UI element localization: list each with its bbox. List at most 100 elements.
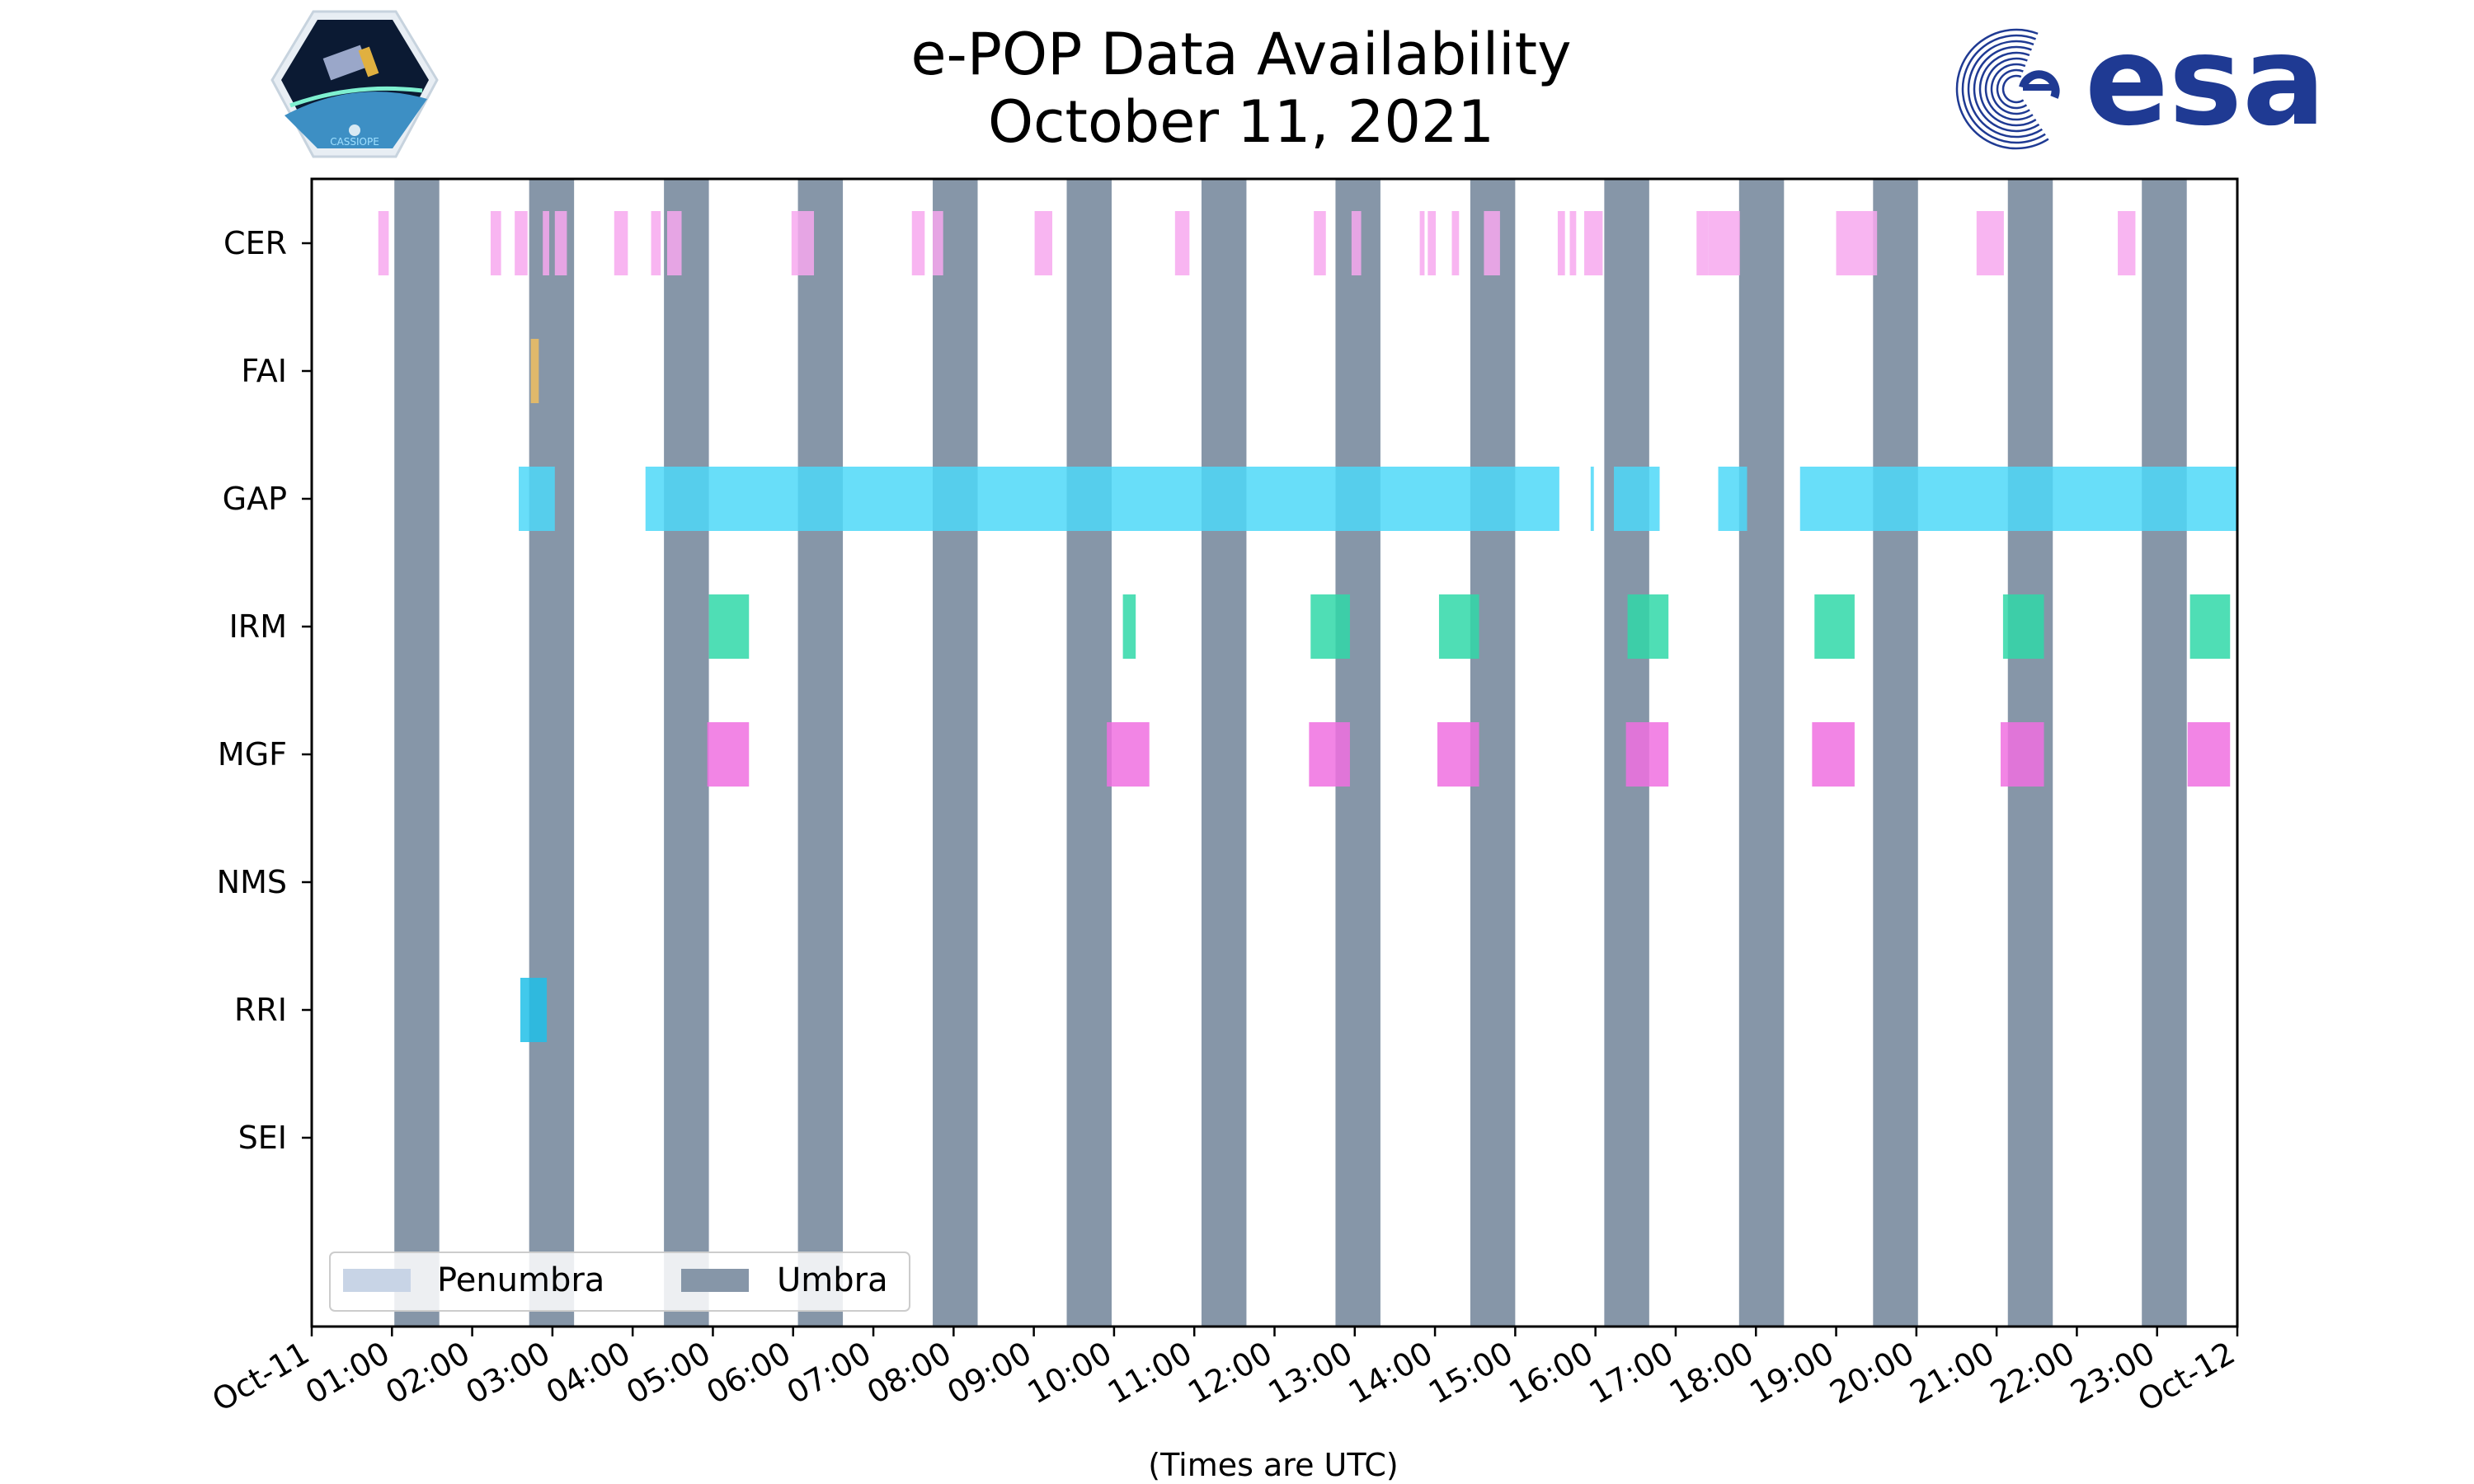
legend-box [329, 1252, 910, 1312]
esa-swirl-arc [1996, 68, 2028, 110]
x-tick-label: 04:00 [540, 1335, 637, 1411]
data-bar-irm [1122, 594, 1136, 659]
data-bar-cer [554, 211, 567, 275]
data-bar-irm [1310, 594, 1350, 659]
data-bar-cer [1836, 211, 1878, 275]
data-bar-cer [933, 211, 943, 275]
legend-label-umbra: Umbra [777, 1261, 888, 1299]
esa-logo-text: esa [2085, 10, 2326, 153]
data-bar-cer [1708, 211, 1740, 275]
data-bar-cer [1034, 211, 1053, 275]
data-bar-cer [1976, 211, 2004, 275]
umbra-bands [394, 179, 2187, 1327]
data-bar-mgf [2187, 722, 2231, 787]
umbra-band [933, 179, 978, 1327]
x-tick-label: Oct-11 [206, 1335, 316, 1419]
data-bar-cer [667, 211, 682, 275]
umbra-band [394, 179, 440, 1327]
data-bar-cer [378, 211, 389, 275]
esa-swirl-arc [1955, 28, 2049, 150]
x-tick-label: 09:00 [941, 1335, 1037, 1411]
data-bar-mgf [1812, 722, 1855, 787]
data-bar-irm [708, 594, 750, 659]
data-bar-cer [1451, 211, 1460, 275]
umbra-band [1201, 179, 1247, 1327]
cassiope-logo-text: CASSIOPE [330, 136, 379, 148]
plot-frame [310, 177, 2239, 1328]
esa-swirl-arc [1961, 34, 2046, 144]
y-tick-label-fai: FAI [241, 353, 287, 389]
y-tick-label-sei: SEI [238, 1120, 287, 1156]
umbra-band [1738, 179, 1785, 1327]
data-bar-irm [2002, 594, 2044, 659]
cassiope-logo: CASSIOPE [270, 10, 439, 158]
x-tick-label: 07:00 [781, 1335, 877, 1411]
x-axis: Oct-1101:0002:0003:0004:0005:0006:0007:0… [206, 1327, 2241, 1419]
chart-title-line-2: October 11, 2021 [988, 88, 1494, 156]
legend-swatch-penumbra [343, 1269, 411, 1292]
x-tick-label: 13:00 [1262, 1335, 1358, 1411]
x-tick-label: 17:00 [1583, 1335, 1680, 1411]
x-tick-label: 18:00 [1663, 1335, 1760, 1411]
data-bar-mgf [2000, 722, 2044, 787]
y-tick-label-irm: IRM [229, 608, 287, 645]
chart-title-line-1: e-POP Data Availability [910, 21, 1571, 88]
data-bar-gap [645, 467, 1559, 531]
data-bar-gap [1718, 467, 1747, 531]
data-bar-mgf [707, 722, 750, 787]
y-tick-label-cer: CER [223, 225, 287, 261]
x-tick-label: 06:00 [700, 1335, 797, 1411]
umbra-band [2142, 179, 2187, 1327]
x-tick-label: 01:00 [299, 1335, 396, 1411]
esa-swirl-arc [1978, 51, 2037, 127]
data-bar-cer [1351, 211, 1362, 275]
data-bar-mgf [1437, 722, 1479, 787]
esa-swirl-arc [1990, 63, 2030, 115]
legend: Penumbra Umbra [329, 1252, 910, 1312]
y-tick-label-mgf: MGF [218, 736, 287, 773]
y-axis: CER FAI GAP IRM MGF NMS RRI SEI [217, 225, 312, 1156]
x-tick-label: 20:00 [1823, 1335, 1920, 1411]
x-tick-label: 21:00 [1904, 1335, 2001, 1411]
data-bar-irm [1627, 594, 1669, 659]
data-bar-rri [520, 978, 548, 1042]
data-bar-cer [791, 211, 815, 275]
y-tick-label-gap: GAP [223, 481, 287, 517]
x-tick-label: 22:00 [1984, 1335, 2081, 1411]
x-axis-label: (Times are UTC) [1148, 1447, 1398, 1483]
esa-logo: esa [1955, 10, 2326, 153]
data-bar-cer [1314, 211, 1326, 275]
data-bar-irm [2189, 594, 2231, 659]
esa-swirl-arc [1967, 40, 2044, 139]
data-bar-cer [911, 211, 925, 275]
esa-swirl-arc [1984, 57, 2034, 121]
data-bar-gap [1590, 467, 1594, 531]
umbra-band [1066, 179, 1112, 1327]
data-bar-cer [1427, 211, 1437, 275]
data-bar-mgf [1107, 722, 1150, 787]
data-bar-cer [1569, 211, 1577, 275]
data-bar-gap [519, 467, 555, 531]
umbra-band [1873, 179, 1918, 1327]
data-bar-cer [1484, 211, 1500, 275]
data-bar-gap [1799, 467, 2237, 531]
data-bar-irm [1438, 594, 1479, 659]
legend-swatch-umbra [681, 1269, 749, 1292]
data-bar-fai [530, 339, 539, 403]
data-bar-cer [2118, 211, 2136, 275]
data-bar-cer [614, 211, 628, 275]
x-tick-label: 12:00 [1182, 1335, 1278, 1411]
x-tick-label: 02:00 [379, 1335, 476, 1411]
esa-swirl-arc [1973, 45, 2040, 133]
data-bar-cer [543, 211, 549, 275]
x-tick-label: 19:00 [1743, 1335, 1840, 1411]
data-bar-gap [1614, 467, 1660, 531]
x-tick-label: 05:00 [620, 1335, 717, 1411]
data-bar-mgf [1625, 722, 1669, 787]
esa-swirl-arc [2001, 74, 2025, 104]
data-bar-cer [651, 211, 661, 275]
data-bar-irm [1814, 594, 1855, 659]
y-tick-label-rri: RRI [234, 992, 287, 1028]
data-bar-cer [515, 211, 528, 275]
